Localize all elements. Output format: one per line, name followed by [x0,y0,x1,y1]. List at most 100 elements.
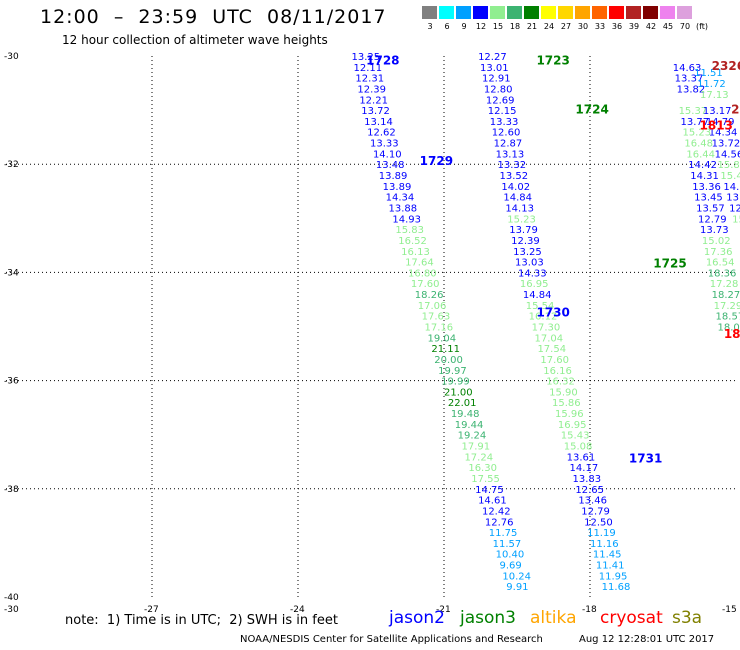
wave-height-value: 17.54 [537,344,566,355]
wave-height-value: 12.66 [729,203,740,214]
wave-height-value: 9.69 [499,561,521,572]
wave-height-value: 13.17 [703,106,732,117]
wave-height-value: 19.97 [438,366,467,377]
wave-height-value: 18.09 [718,323,740,334]
axes: -30 -32 -34 -36 -38 -40 -30 -27 -24 -21 -18 -15 [4,52,737,615]
wave-height-value: 18.36 [708,268,737,279]
wave-height-value: 16.12 [529,312,558,323]
wave-height-value: 17.16 [425,323,454,334]
wave-height-value: 11.16 [590,539,619,550]
wave-height-value: 13.45 [694,193,723,204]
wave-height-value: 14.39 [723,182,740,193]
wave-height-value: 12.76 [485,517,514,528]
wave-height-value: 12.60 [492,128,521,139]
wave-height-value: 11.75 [489,528,518,539]
wave-height-value: 12.11 [353,63,382,74]
wave-height-value: 14.84 [523,290,552,301]
color-swatch-label: 18 [509,22,521,31]
satellite-label-cryosat: cryosat [600,608,663,628]
color-swatch [473,6,489,19]
color-swatch-label: 39 [628,22,640,31]
wave-height-value: 15.86 [552,398,581,409]
wave-height-value: 14.56 [715,149,740,160]
wave-height-value: 15.02 [702,236,731,247]
time-label: 1731 [629,451,662,465]
wave-height-value: 16.95 [558,420,587,431]
wave-height-value: 14.79 [706,117,735,128]
wave-height-value: 17.29 [714,301,740,312]
wave-height-value: 18.57 [716,312,740,323]
wave-height-value: 15.00 [732,214,740,225]
wave-height-value: 11.68 [602,582,631,593]
x-tick-label: -15 [722,605,737,615]
wave-height-value: 15.96 [555,409,584,420]
wave-height-value: 13.88 [389,203,418,214]
wave-height-value: 12.79 [581,506,610,517]
generation-timestamp: Aug 12 12:28:01 UTC 2017 [579,634,715,645]
wave-height-value: 15.08 [564,442,593,453]
wave-height-value: 13.36 [692,182,721,193]
y-tick-label: -34 [4,268,19,278]
wave-height-value: 14.02 [501,182,530,193]
wave-height-value: 13.46 [578,496,607,507]
wave-height-value: 12.69 [486,95,515,106]
wave-height-value: 14.34 [386,193,415,204]
wave-height-value: 9.91 [506,582,528,593]
wave-height-value: 20.00 [434,355,463,366]
wave-height-value: 13.52 [499,171,528,182]
wave-height-value: 17.60 [411,279,440,290]
data-marks: 13.2512.1112.3112.3912.2113.7213.1412.62… [352,52,740,593]
wave-height-value: 13.41 [726,193,740,204]
color-swatch-label: 27 [560,22,572,31]
wave-height-value: 15.83 [395,225,424,236]
wave-height-value: 10.40 [496,550,525,561]
color-swatch [541,6,557,19]
x-tick-label: -27 [144,605,159,615]
wave-height-value: 12.27 [478,52,507,63]
wave-height-value: 13.32 [498,160,527,171]
wave-height-value: 13.61 [567,452,596,463]
wave-height-value: 18.26 [415,290,444,301]
wave-height-value: 13.89 [383,182,412,193]
y-tick-label: -40 [4,593,19,603]
x-tick-label: -24 [290,605,305,615]
wave-height-value: 12.65 [575,485,604,496]
wave-height-value: 11.51 [694,68,723,79]
wave-height-value: 19.04 [427,333,456,344]
color-swatch [524,6,540,19]
wave-height-value: 17.04 [535,333,564,344]
wave-height-value: 21.00 [444,387,473,398]
wave-height-value: 14.63 [673,63,702,74]
wave-height-value: 14.34 [709,128,738,139]
wave-height-value: 18.27 [712,290,740,301]
wave-height-value: 14.31 [690,171,719,182]
x-tick-label: -21 [436,605,451,615]
wave-height-value: 13.13 [496,149,525,160]
wave-height-value: 13.14 [364,117,393,128]
wave-height-value: 17.55 [471,474,500,485]
wave-height-value: 17.24 [464,452,493,463]
wave-height-value: 12.15 [488,106,517,117]
wave-height-value: 17.28 [710,279,739,290]
wave-height-value: 19.44 [455,420,484,431]
time-label: 2326 [712,59,740,73]
wave-height-value: 15.43 [561,431,590,442]
time-label: 1730 [536,305,569,319]
wave-height-value: 14.10 [373,149,402,160]
wave-height-value: 12.79 [698,214,727,225]
color-swatch [660,6,676,19]
wave-height-value: 17.64 [405,258,434,269]
wave-height-value: 13.89 [379,171,408,182]
color-swatch-label: 36 [611,22,623,31]
wave-height-value: 19.24 [458,431,487,442]
wave-height-value: 11.41 [596,561,625,572]
wave-height-value: 13.57 [696,203,725,214]
wave-height-value: 13.03 [515,258,544,269]
wave-height-value: 15.54 [526,301,555,312]
wave-height-value: 17.60 [540,355,569,366]
color-swatch-label: 30 [577,22,589,31]
time-label: 1725 [653,257,686,271]
color-swatch-label: 70 [679,22,691,31]
color-swatch [677,6,693,19]
wave-height-value: 17.63 [422,312,451,323]
